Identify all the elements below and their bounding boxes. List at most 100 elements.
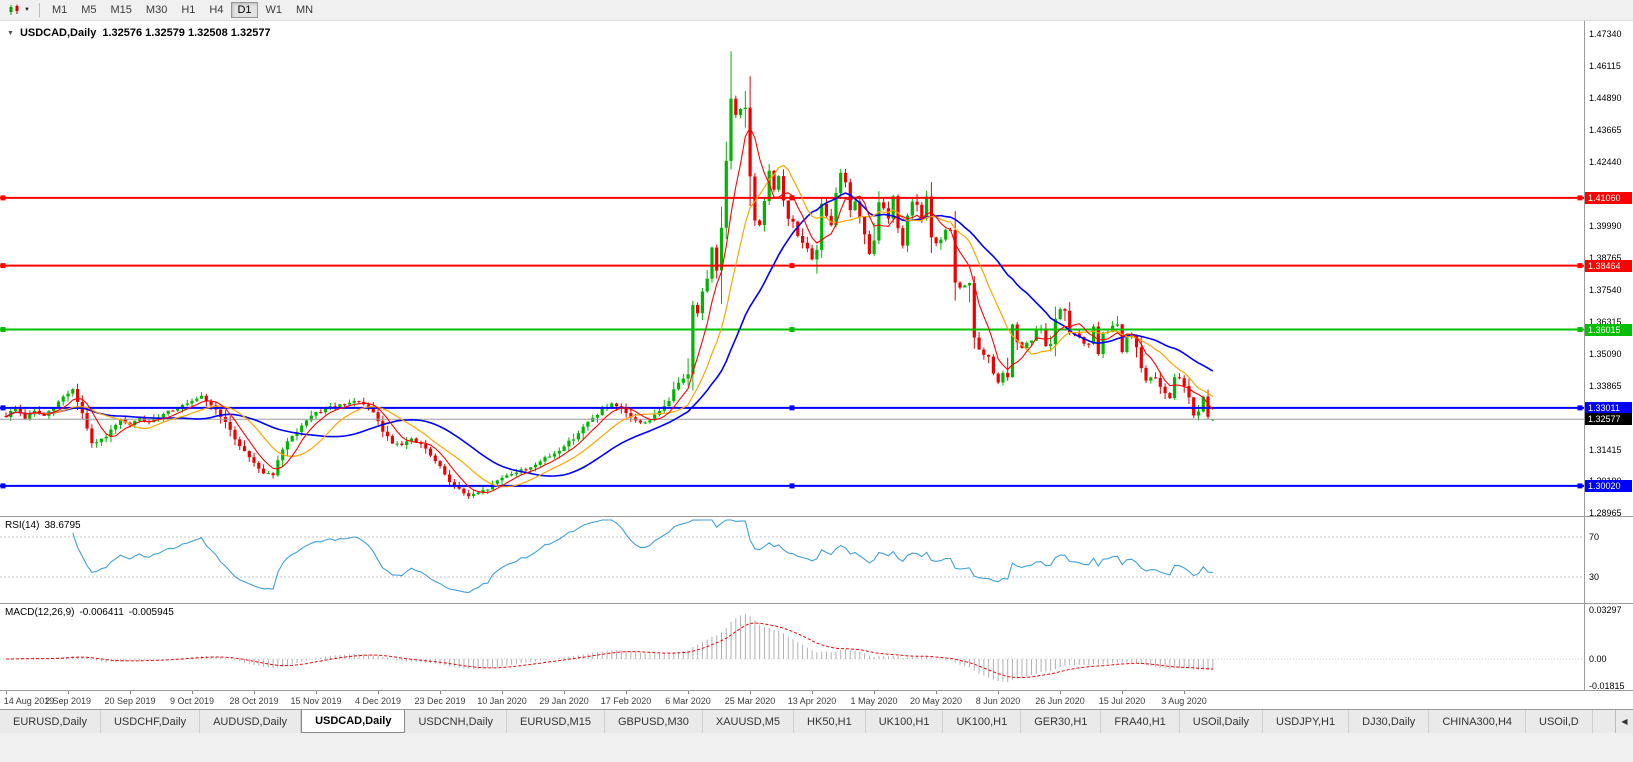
rsi-chart (0, 519, 1584, 594)
chart-tab-USDJPY-H1[interactable]: USDJPY,H1 (1263, 710, 1350, 733)
timeframe-button-M15[interactable]: M15 (110, 4, 132, 16)
panel-divider (0, 690, 1633, 691)
candlestick-series (4, 51, 1215, 499)
chart-tab-FRA40-H1[interactable]: FRA40,H1 (1101, 710, 1180, 733)
chart-tab-DJ30-Daily[interactable]: DJ30,Daily (1349, 710, 1430, 733)
ma-medium-line (5, 164, 1214, 488)
time-axis-tick (6, 691, 7, 694)
timeframe-button-M5[interactable]: M5 (81, 4, 97, 16)
timeframe-button-H1[interactable]: H1 (181, 4, 196, 16)
time-axis-tick (378, 691, 379, 694)
time-axis-label: 15 Jul 2020 (1098, 696, 1146, 706)
price-tick-label: 1.43665 (1589, 124, 1622, 135)
time-axis-tick (812, 691, 813, 694)
panel-divider[interactable] (0, 516, 1633, 517)
timeframe-button-W1[interactable]: W1 (265, 4, 283, 16)
chart-tab-USOil-D[interactable]: USOil,D (1526, 710, 1593, 733)
time-axis-tick (440, 691, 441, 694)
timeframe-button-MN[interactable]: MN (296, 4, 314, 16)
chart-tab-EURUSD-Daily[interactable]: EURUSD,Daily (0, 710, 101, 733)
panel-divider[interactable] (0, 603, 1633, 604)
price-level-badge: 1.38464 (1585, 259, 1632, 272)
macd-indicator-panel[interactable]: MACD(12,26,9) -0.006411 -0.005945 0.0329… (0, 604, 1633, 691)
time-axis-tick (502, 691, 503, 694)
rsi-name: RSI(14) (5, 520, 40, 531)
timeframe-button-H4[interactable]: H4 (209, 4, 224, 16)
timeframe-button-M30[interactable]: M30 (145, 4, 168, 16)
candlestick-icon (9, 4, 19, 15)
chart-tab-GER30-H1[interactable]: GER30,H1 (1021, 710, 1102, 733)
time-axis-tick (1184, 691, 1185, 694)
price-tick-label: 1.36315 (1589, 316, 1622, 327)
macd-signal-line (6, 622, 1213, 678)
time-axis-tick (1060, 691, 1061, 694)
time-axis-tick (68, 691, 69, 694)
chart-tab-USDCNH-Daily[interactable]: USDCNH,Daily (405, 710, 508, 733)
timeframe-button-D1[interactable]: D1 (231, 2, 258, 18)
price-tick-label: 1.33865 (1589, 380, 1622, 391)
macd-name: MACD(12,26,9) (5, 607, 75, 618)
chart-symbol-menu[interactable]: ▼ (4, 3, 34, 17)
price-tick-label: 1.39990 (1589, 220, 1622, 231)
time-axis-label: 6 Mar 2020 (665, 696, 711, 706)
macd-histogram (5, 613, 1214, 683)
horizontal-line-1.30020[interactable] (0, 483, 1584, 489)
price-tick-label: 1.47340 (1589, 29, 1622, 40)
time-axis-label: 1 May 2020 (850, 696, 898, 706)
rsi-indicator-panel[interactable]: RSI(14) 38.6795 70 30 (0, 517, 1633, 603)
price-level-badge: 1.30020 (1585, 479, 1632, 492)
time-axis-tick (936, 691, 937, 694)
time-axis-label: 4 Dec 2019 (354, 696, 402, 706)
price-level-badge: 1.33011 (1585, 401, 1632, 414)
symbol-caret-icon: ▼ (7, 29, 14, 37)
macd-chart (0, 613, 1584, 683)
macd-axis-label: 0.03297 (1589, 605, 1622, 615)
price-chart-panel[interactable]: ▼ USDCAD,Daily 1.32576 1.32579 1.32508 1… (0, 21, 1633, 518)
rsi-axis-label: 70 (1589, 532, 1600, 542)
tab-scroll-left-button[interactable]: ◀ (1615, 710, 1633, 733)
chart-tab-CHINA300-H4[interactable]: CHINA300,H4 (1429, 710, 1527, 733)
chart-tab-USDCAD-Daily[interactable]: USDCAD,Daily (301, 710, 406, 733)
dropdown-caret-icon: ▼ (24, 7, 30, 13)
horizontal-line-1.38464[interactable] (0, 263, 1584, 269)
horizontal-line-1.41060[interactable] (0, 195, 1584, 201)
ma-slow-line (5, 192, 1214, 477)
time-axis-label: 3 Aug 2020 (1161, 696, 1207, 706)
current-price-badge: 1.32577 (1585, 413, 1632, 426)
time-axis-tick (564, 691, 565, 694)
candlestick-chart (0, 51, 1584, 499)
timeframe-button-group: M1 M5 M15 M30 H1 H4 D1 W1 MN (45, 2, 320, 18)
time-axis-label: 13 Apr 2020 (787, 696, 837, 706)
time-axis-label: 9 Oct 2019 (169, 696, 215, 706)
time-axis[interactable]: 14 Aug 2019 2 Sep 2019 20 Sep 2019 9 Oct 20… (0, 691, 1633, 709)
chart-tab-HK50-H1[interactable]: HK50,H1 (794, 710, 866, 733)
chart-tab-EURUSD-M15[interactable]: EURUSD,M15 (507, 710, 605, 733)
price-axis-separator (1584, 21, 1585, 691)
price-tick-label: 1.44890 (1589, 92, 1622, 103)
chart-title: ▼ USDCAD,Daily 1.32576 1.32579 1.32508 1… (7, 27, 271, 39)
chart-tab-AUDUSD-Daily[interactable]: AUDUSD,Daily (200, 710, 302, 733)
timeframe-button-M1[interactable]: M1 (51, 4, 68, 16)
price-level-badge: 1.41060 (1585, 191, 1632, 204)
time-axis-tick (874, 691, 875, 694)
time-axis-tick (1122, 691, 1123, 694)
timeframe-toolbar: ▼ M1 M5 M15 M30 H1 H4 D1 W1 MN (0, 0, 1633, 21)
horizontal-line-1.36015[interactable] (0, 327, 1584, 333)
time-axis-tick (192, 691, 193, 694)
chart-tab-USOil-Daily[interactable]: USOil,Daily (1180, 710, 1264, 733)
chart-tab-USDCHF-Daily[interactable]: USDCHF,Daily (101, 710, 201, 733)
time-axis-tick (750, 691, 751, 694)
time-axis-label: 8 Jun 2020 (975, 696, 1021, 706)
chart-tab-GBPUSD-M30[interactable]: GBPUSD,M30 (605, 710, 703, 733)
macd-signal-value: -0.005945 (128, 607, 174, 618)
time-axis-label: 20 Sep 2019 (104, 696, 156, 706)
horizontal-line-1.33011[interactable] (0, 405, 1584, 411)
time-axis-label: 17 Feb 2020 (600, 696, 652, 706)
chart-tab-UK100-H1[interactable]: UK100,H1 (866, 710, 944, 733)
time-axis-tick (316, 691, 317, 694)
time-axis-tick (626, 691, 627, 694)
chart-tab-UK100-H1[interactable]: UK100,H1 (943, 710, 1022, 733)
time-axis-label: 10 Jan 2020 (477, 696, 527, 706)
chart-title-symbol: USDCAD,Daily (19, 27, 97, 39)
chart-tab-XAUUSD-M5[interactable]: XAUUSD,M5 (703, 710, 795, 733)
